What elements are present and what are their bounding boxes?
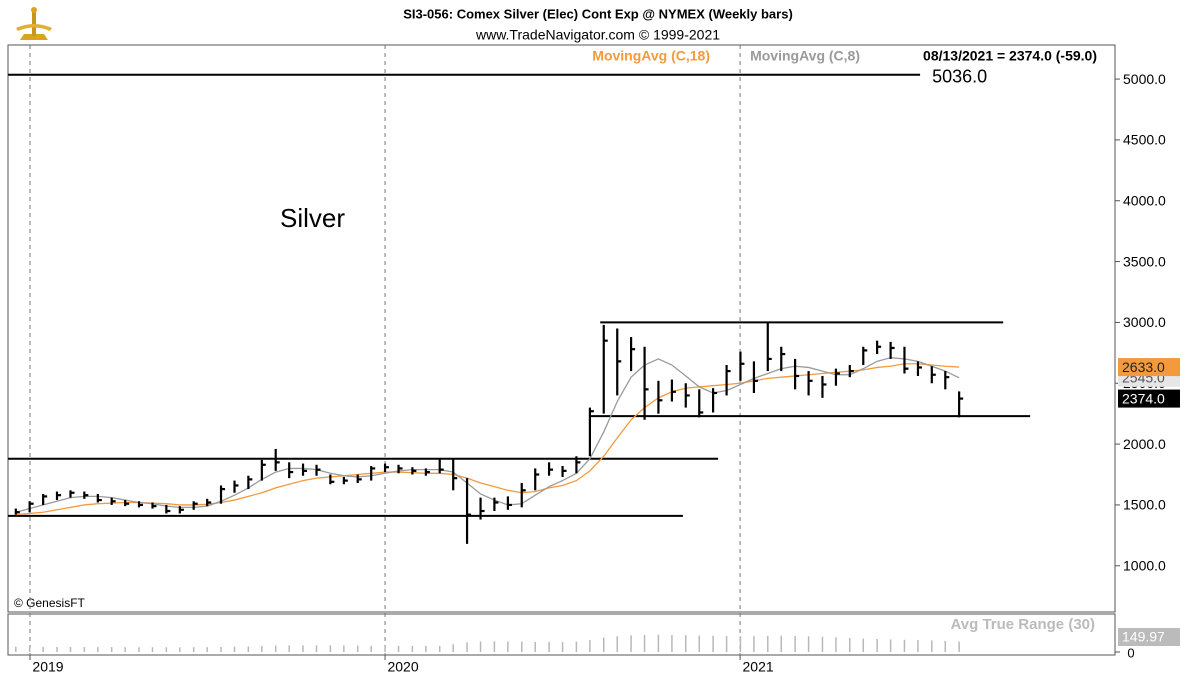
level-label: 5036.0 — [932, 66, 987, 86]
credit: © GenesisFT — [14, 596, 86, 610]
x-tick-label: 2019 — [32, 659, 63, 675]
y-tick-label: 4000.0 — [1123, 192, 1166, 208]
indicator-y-tick-label: 0 — [1127, 645, 1134, 660]
indicator-last-value-bg — [1118, 628, 1180, 646]
moving-average-line — [15, 357, 960, 513]
close-last-label: 2374.0 — [1122, 390, 1165, 406]
moving-average-line — [15, 363, 960, 516]
price-panel-frame — [7, 44, 1116, 613]
y-tick-label: 5000.0 — [1123, 71, 1166, 87]
y-tick-label: 4500.0 — [1123, 132, 1166, 148]
y-tick-label: 1000.0 — [1123, 557, 1166, 573]
indicator-panel-frame — [7, 613, 1116, 656]
y-tick-label: 1500.0 — [1123, 497, 1166, 513]
logo — [16, 7, 52, 40]
annotation: Silver — [280, 203, 345, 233]
readout: 08/13/2021 = 2374.0 (-59.0) — [923, 48, 1097, 64]
indicator-last-value: 149.97 — [1122, 629, 1165, 645]
legend-entry: MovingAvg (C,18) — [592, 48, 710, 64]
y-tick-label: 2000.0 — [1123, 436, 1166, 452]
ma18-last-label: 2633.0 — [1122, 359, 1165, 375]
x-tick-label: 2020 — [387, 659, 418, 675]
chart-title: SI3-056: Comex Silver (Elec) Cont Exp @ … — [403, 6, 793, 21]
y-tick-label: 3000.0 — [1123, 314, 1166, 330]
indicator-name: Avg True Range (30) — [951, 616, 1095, 633]
ma18-last-label-bg — [1118, 358, 1180, 377]
x-tick-label: 2021 — [743, 659, 774, 675]
legend-entry: MovingAvg (C,8) — [750, 48, 860, 64]
y-tick-label: 3500.0 — [1123, 253, 1166, 269]
close-last-label-bg — [1118, 389, 1180, 408]
chart-subtitle: www.TradeNavigator.com © 1999-2021 — [475, 27, 720, 43]
